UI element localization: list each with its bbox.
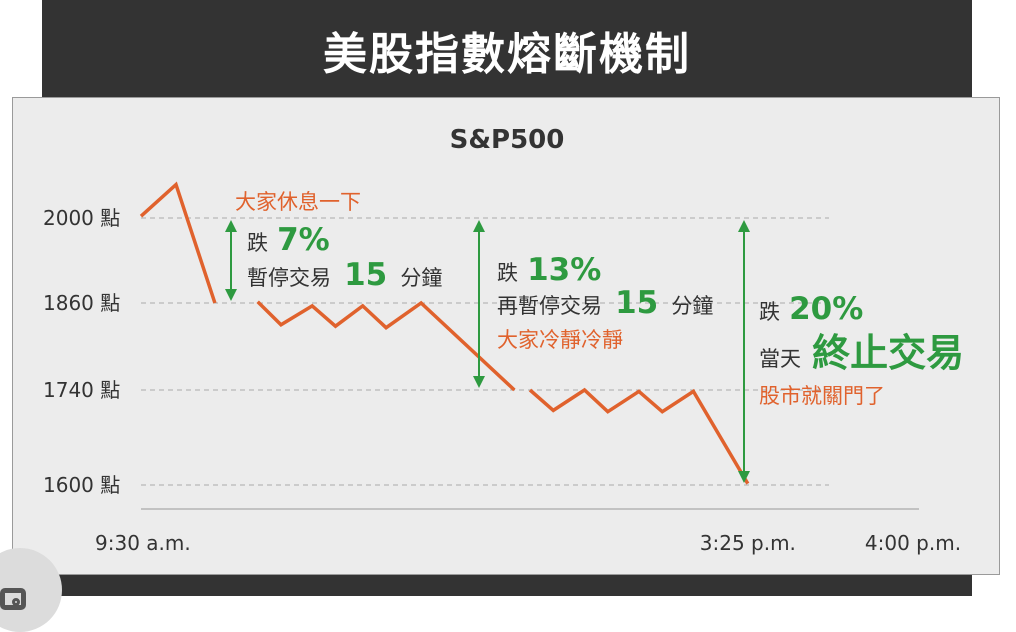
x-axis-labels: 9:30 a.m. 3:25 p.m. 4:00 p.m. [95, 531, 961, 555]
y-tick-label: 1740 點 [43, 378, 120, 402]
stage3-drop: 跌 20% [759, 291, 863, 327]
camera-icon [0, 588, 26, 610]
price-line [139, 181, 750, 485]
stage2-halt-unit: 分鐘 [671, 294, 713, 318]
drop-arrows [225, 220, 750, 483]
stage3-drop-pct: 20% [789, 291, 863, 327]
stage3-day-label: 當天 [759, 347, 801, 371]
stage2-halt: 再暫停交易 15 分鐘 [497, 285, 713, 321]
stage1-note: 大家休息一下 [235, 190, 361, 214]
x-tick-label: 3:25 p.m. [700, 531, 796, 555]
stage1-drop-prefix: 跌 [247, 231, 268, 255]
stage3-note: 股市就關門了 [759, 384, 885, 408]
stage1-drop-pct: 7% [277, 222, 330, 258]
chart-panel: S&P500 2000 點 1860 點 1740 點 1600 點 9:30 a.m… [12, 97, 1000, 575]
price-segment [256, 300, 516, 392]
stage1-halt-text: 暫停交易 [247, 266, 331, 290]
stage3-stop: 當天 終止交易 [759, 331, 964, 375]
x-tick-label: 4:00 p.m. [865, 531, 961, 555]
arrow-20pct-head-top [738, 220, 750, 232]
stage2-halt-min: 15 [615, 285, 658, 321]
stage2-note: 大家冷靜冷靜 [497, 328, 623, 352]
y-tick-label: 1600 點 [43, 473, 120, 497]
arrow-7pct-head-top [225, 220, 237, 232]
stage2-drop-prefix: 跌 [497, 261, 518, 285]
arrow-20pct-head-bottom [738, 471, 750, 483]
arrow-13pct-head-bottom [473, 376, 485, 388]
arrow-13pct-head-top [473, 220, 485, 232]
stage1-halt: 暫停交易 15 分鐘 [247, 257, 442, 293]
x-tick-label: 9:30 a.m. [95, 531, 191, 555]
stage2-drop: 跌 13% [497, 252, 601, 288]
stage1-drop: 跌 7% [247, 222, 330, 258]
header-bar: 美股指數熔斷機制 [42, 0, 972, 100]
page-title: 美股指數熔斷機制 [323, 29, 691, 80]
y-tick-label: 2000 點 [43, 206, 120, 230]
grid-lines [141, 217, 829, 486]
stage2-drop-pct: 13% [527, 252, 601, 288]
image-search-icon[interactable] [0, 548, 62, 632]
stage1-halt-min: 15 [344, 257, 387, 293]
stage3-stop-text: 終止交易 [812, 331, 964, 375]
arrow-7pct-head-bottom [225, 289, 237, 301]
stage2-halt-text: 再暫停交易 [497, 294, 602, 318]
stage3-drop-prefix: 跌 [759, 300, 780, 324]
price-segment [528, 387, 750, 485]
price-segment [139, 181, 217, 304]
y-tick-label: 1860 點 [43, 291, 120, 315]
circuit-breaker-chart: S&P500 2000 點 1860 點 1740 點 1600 點 9:30 a.m… [43, 125, 964, 555]
stage1-halt-unit: 分鐘 [400, 266, 442, 290]
y-axis-ticks: 2000 點 1860 點 1740 點 1600 點 [43, 206, 120, 497]
chart-title: S&P500 [450, 125, 565, 155]
